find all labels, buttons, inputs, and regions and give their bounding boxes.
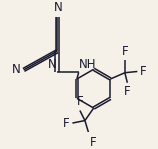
Text: F: F [63, 117, 70, 130]
Text: F: F [90, 136, 97, 149]
Text: F: F [122, 45, 128, 58]
Text: F: F [77, 95, 83, 108]
Text: F: F [124, 85, 131, 98]
Text: NH: NH [79, 58, 97, 70]
Text: N: N [54, 1, 63, 14]
Text: N: N [47, 58, 56, 71]
Text: F: F [140, 65, 146, 78]
Text: N: N [12, 63, 21, 76]
